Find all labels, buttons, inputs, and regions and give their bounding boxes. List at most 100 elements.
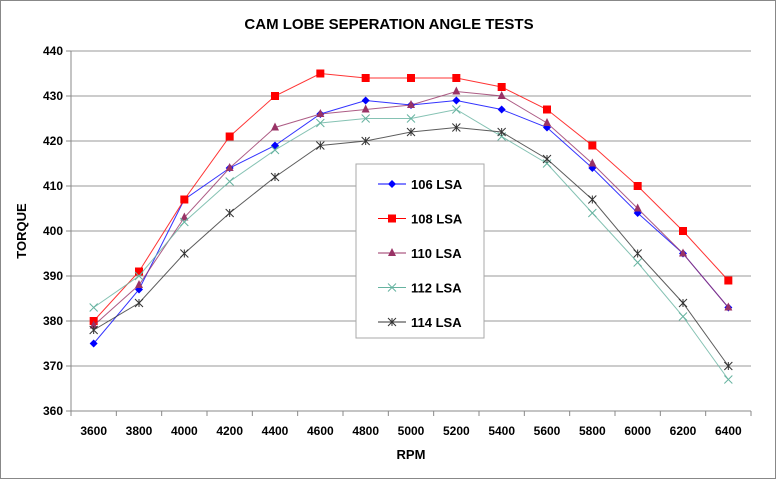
data-point	[587, 208, 597, 218]
data-point	[271, 122, 279, 131]
legend-label: 114 LSA	[411, 315, 462, 330]
data-point	[497, 105, 506, 114]
data-point	[270, 145, 280, 155]
y-tick-label: 390	[43, 269, 63, 283]
data-point	[723, 375, 733, 384]
y-tick-label: 370	[43, 359, 63, 373]
legend-marker	[388, 214, 396, 223]
data-point	[89, 303, 99, 312]
data-point	[180, 195, 189, 204]
data-point	[135, 280, 143, 288]
data-point	[633, 249, 643, 258]
data-point	[89, 339, 98, 348]
x-tick-label: 3600	[80, 424, 107, 438]
legend-label: 110 LSA	[411, 246, 462, 261]
data-point	[134, 271, 144, 281]
y-tick-label: 420	[43, 134, 63, 148]
data-point	[315, 118, 325, 128]
legend-label: 106 LSA	[411, 177, 463, 192]
x-tick-label: 4200	[216, 424, 243, 438]
y-tick-label: 360	[43, 404, 63, 418]
data-point	[724, 302, 733, 311]
data-point	[361, 136, 371, 146]
data-point	[451, 123, 461, 132]
data-point	[451, 105, 461, 114]
x-tick-label: 5400	[488, 424, 515, 438]
y-tick-label: 380	[43, 314, 63, 328]
x-tick-label: 5200	[443, 424, 470, 438]
data-point	[452, 86, 461, 95]
x-tick-label: 5600	[534, 424, 561, 438]
data-point	[633, 182, 642, 190]
legend-marker	[388, 248, 396, 256]
data-point	[497, 127, 507, 137]
data-point	[406, 127, 416, 137]
data-point	[316, 69, 325, 78]
data-point	[315, 141, 325, 150]
data-point	[271, 92, 279, 100]
data-point	[135, 267, 143, 276]
data-point	[497, 91, 506, 99]
data-point	[678, 312, 688, 321]
data-point	[588, 158, 597, 167]
data-point	[497, 83, 506, 91]
data-point	[724, 276, 733, 285]
x-tick-label: 5800	[579, 424, 606, 438]
y-tick-label: 430	[43, 89, 63, 103]
data-point	[406, 114, 416, 123]
x-tick-label: 4600	[307, 424, 334, 438]
data-point	[543, 105, 551, 114]
chart-title: CAM LOBE SEPERATION ANGLE TESTS	[244, 16, 533, 33]
data-point	[678, 298, 688, 308]
legend-marker	[387, 283, 397, 292]
data-point	[89, 325, 99, 335]
data-point	[543, 118, 551, 126]
data-point	[452, 74, 461, 82]
data-point	[588, 141, 597, 150]
data-point	[361, 74, 370, 82]
data-point	[316, 109, 325, 117]
data-point	[361, 104, 370, 113]
data-point	[225, 177, 235, 186]
y-tick-label: 410	[43, 179, 63, 193]
data-point	[452, 96, 461, 105]
data-point	[723, 361, 733, 371]
legend	[355, 163, 485, 339]
data-point	[407, 100, 415, 108]
data-point	[134, 298, 144, 308]
y-axis-label: TORQUE	[14, 203, 29, 259]
x-tick-label: 4000	[171, 424, 198, 438]
data-point	[679, 227, 687, 235]
x-tick-label: 5000	[398, 424, 425, 438]
data-point	[270, 172, 280, 182]
data-point	[361, 96, 370, 105]
data-point	[679, 248, 687, 257]
data-point	[225, 163, 234, 171]
x-tick-label: 6200	[670, 424, 697, 438]
legend-label: 112 LSA	[411, 281, 462, 296]
data-point	[633, 258, 643, 267]
data-point	[225, 208, 235, 218]
y-tick-label: 400	[43, 224, 63, 238]
data-point	[225, 132, 234, 141]
x-axis-label: RPM	[397, 447, 426, 462]
data-point	[542, 154, 552, 164]
x-tick-label: 4400	[262, 424, 289, 438]
legend-marker	[388, 180, 396, 188]
data-point	[179, 249, 189, 258]
legend-label: 108 LSA	[411, 212, 463, 227]
x-tick-label: 3800	[126, 424, 153, 438]
x-tick-label: 6400	[715, 424, 742, 438]
data-point	[89, 320, 98, 329]
data-point	[180, 212, 189, 221]
data-point	[361, 114, 371, 123]
data-point	[587, 195, 597, 204]
x-tick-label: 4800	[352, 424, 379, 438]
x-tick-label: 6000	[624, 424, 651, 438]
data-point	[633, 203, 642, 212]
data-point	[179, 217, 189, 227]
y-tick-label: 440	[43, 44, 63, 58]
data-point	[407, 74, 415, 82]
